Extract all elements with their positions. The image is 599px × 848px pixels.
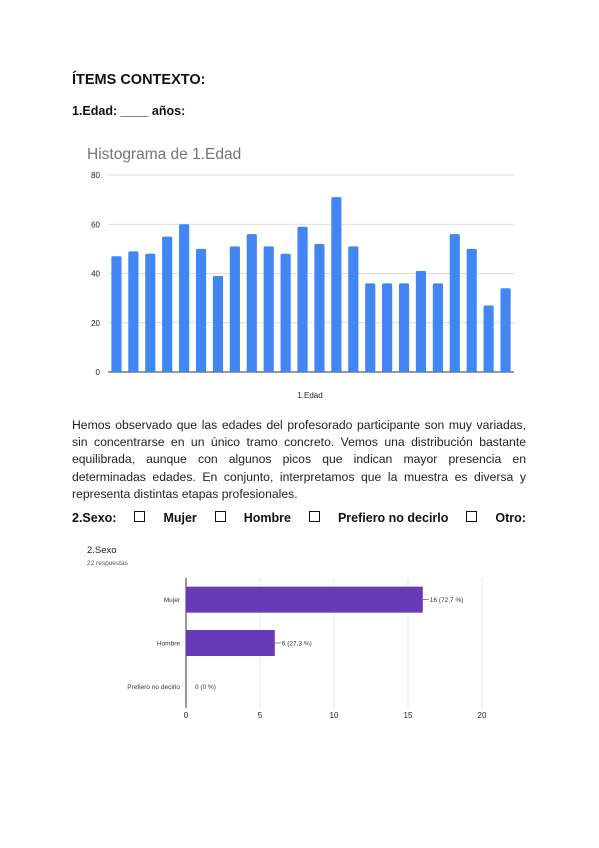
checkbox-prefiero-no-decirlo[interactable] [308,511,320,522]
histogram-bar [179,224,190,372]
histogram-y-tick-label: 0 [96,368,101,377]
checkbox-hombre[interactable] [214,511,226,522]
option-mujer-label: Mujer [163,511,197,525]
question-sex: 2.Sexo: Mujer Hombre Prefiero no decirlo… [72,511,526,525]
histogram-bar [314,243,325,372]
histogram-bar [483,305,494,372]
checkbox-mujer[interactable] [134,511,146,522]
histogram-y-tick-label: 20 [91,319,100,328]
histogram-bar [195,248,207,372]
histogram-title: Histograma de 1.Edad [87,146,241,163]
histogram-y-tick-label: 80 [91,171,100,180]
histogram-bar [246,234,257,372]
histogram-bar [128,251,139,372]
histogram-bar [449,234,460,372]
histogram-y-tick-label: 60 [91,220,100,229]
checkbox-otro[interactable] [466,511,478,522]
histogram-bar [297,226,308,372]
histogram-bar [331,197,342,372]
histogram-bar [432,283,443,372]
option-prefiero-label: Prefiero no decirlo [337,511,449,525]
histogram-bar [111,256,122,372]
histogram-bar [229,246,240,372]
histogram-bar [398,283,410,372]
histogram-bar [415,271,427,372]
histogram-y-tick-label: 40 [91,270,100,279]
histogram-bar [263,246,274,372]
histogram-bar [212,275,224,372]
section-heading: ÍTEMS CONTEXTO: [72,72,206,88]
histogram-bar [162,236,173,372]
histogram-bar [365,283,376,372]
question-sex-label: 2.Sexo: [72,511,117,525]
histogram-bar [382,283,393,372]
histogram-bar [348,246,359,372]
histogram-bar [466,248,477,372]
option-hombre-label: Hombre [243,511,291,525]
analysis-paragraph: Hemos observado que las edades del profe… [72,418,526,501]
histogram-x-axis-label: 1.Edad [297,391,322,400]
histogram-bar [280,253,291,372]
histogram-bar [500,288,511,372]
histogram-bar [145,253,156,372]
question-age-label: 1.Edad: ____ años: [72,104,186,118]
option-otro-label: Otro: [495,511,526,525]
